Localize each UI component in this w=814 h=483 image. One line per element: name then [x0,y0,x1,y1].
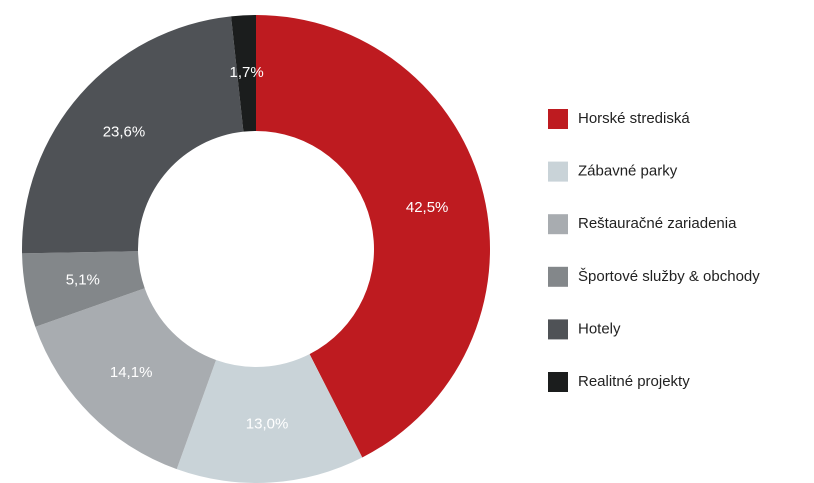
legend-swatch [548,372,568,392]
value-label: 13,0% [246,416,289,433]
slice [22,251,145,327]
legend-label: Realitné projekty [578,373,690,390]
legend-swatch [548,266,568,287]
value-label: 14,1% [110,364,153,381]
value-label: 23,6% [103,124,146,141]
legend-label: Horské strediská [578,110,690,127]
legend-label: Športové služby & obchody [578,268,760,285]
slice [231,15,256,132]
legend-swatch [548,319,568,340]
value-label: 42,5% [406,199,449,216]
slice [22,16,244,254]
legend-swatch [548,214,568,235]
slice [256,15,491,458]
legend-label: Hotely [578,320,621,337]
legend-label: Reštauračné zariadenia [578,215,737,232]
legend-label: Zábavné parky [578,163,678,180]
slice [35,288,217,470]
value-label: 5,1% [66,271,100,288]
value-label: 1,7% [230,64,264,81]
legend-swatch [548,109,568,129]
legend-swatch [548,161,568,182]
slice [176,354,363,483]
